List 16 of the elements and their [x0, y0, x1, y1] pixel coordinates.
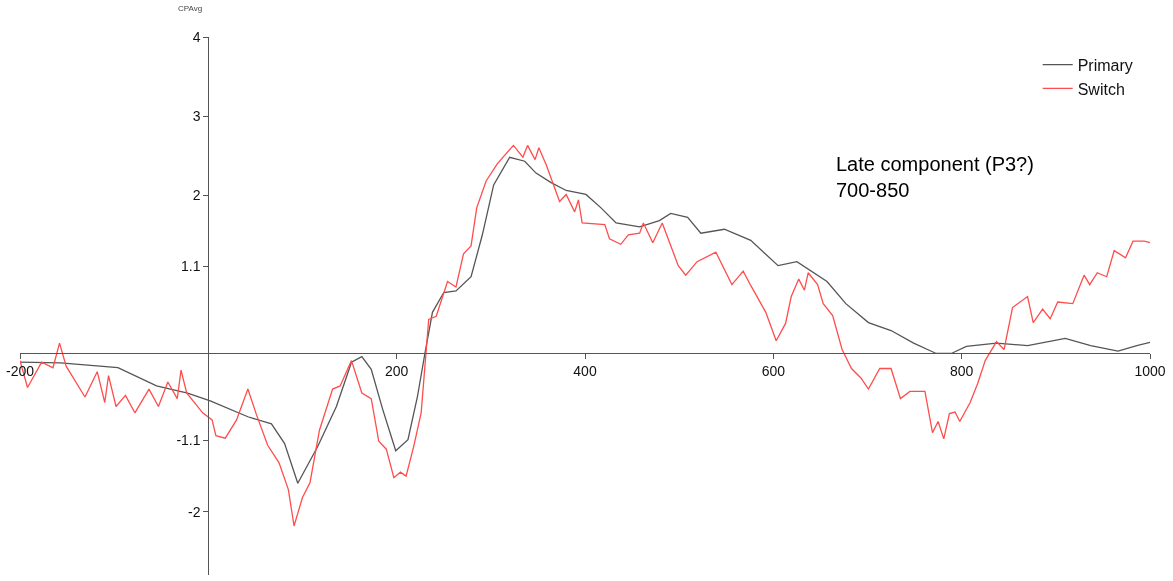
y-tick-label: 2 — [192, 187, 201, 204]
legend-label: Switch — [1077, 80, 1125, 98]
x-tick-label: 600 — [761, 363, 786, 380]
annotation: Late component (P3?) 700-850 — [836, 153, 1034, 201]
x-tick-label: 200 — [384, 363, 409, 380]
y-tick-label: -2 — [188, 503, 201, 520]
legend-label: Primary — [1077, 56, 1133, 74]
x-tick-label: 800 — [949, 363, 974, 380]
x-tick-label: -200 — [5, 363, 35, 380]
y-tick-label: -1.1 — [176, 432, 201, 449]
y-axis-title: CPAvg — [178, 4, 203, 13]
x-tick-label: 1000 — [1134, 363, 1166, 380]
x-tick-label: 400 — [573, 363, 597, 380]
y-tick-label: 4 — [192, 28, 201, 45]
y-tick-label: 3 — [192, 108, 201, 125]
y-tick-label: 1.1 — [181, 258, 201, 275]
